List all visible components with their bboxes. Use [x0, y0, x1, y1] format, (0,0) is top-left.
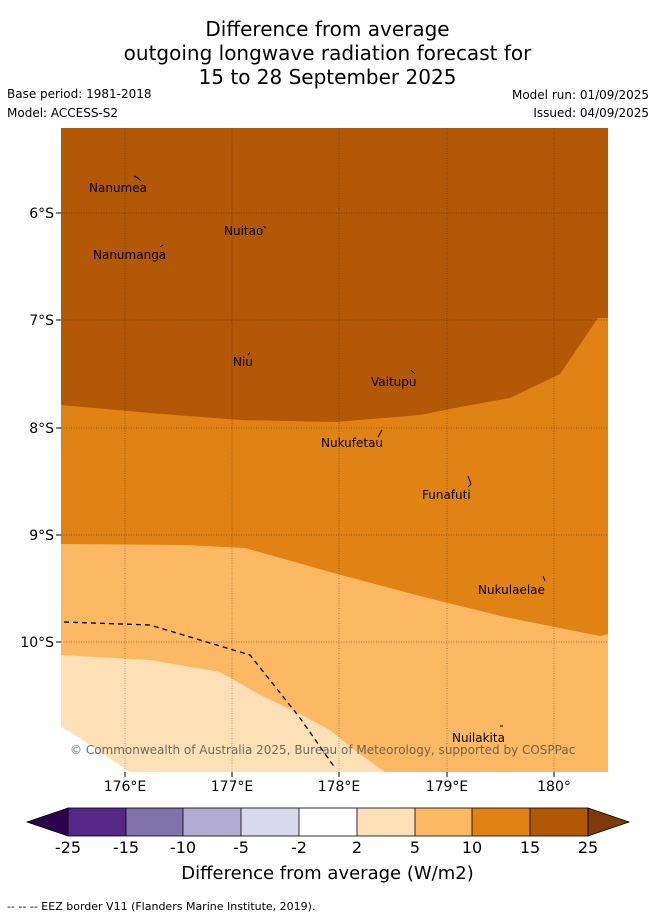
colorbar-extend-low [25, 807, 69, 837]
place-nuilakita: Nuilakita [452, 731, 505, 745]
issued-date: Issued: 04/09/2025 [533, 106, 649, 120]
place-nukulaelae: Nukulaelae [478, 583, 545, 597]
colorbar-dividers [125, 808, 531, 836]
place-nukufetau: Nukufetau [321, 436, 383, 450]
islands [133, 175, 546, 727]
x-axis [124, 772, 555, 777]
chart-title: Difference from average outgoing longwav… [0, 17, 655, 89]
x-tick-label: 176°E [104, 779, 147, 795]
x-tick-label: 179°E [426, 779, 469, 795]
colorbar-segment [183, 808, 241, 836]
colorbar-segment [530, 808, 588, 836]
colorbar-segment [357, 808, 415, 836]
title-line-1: Difference from average [205, 17, 450, 41]
title-line-2: outgoing longwave radiation forecast for [123, 41, 532, 65]
place-funafuti: Funafuti [422, 488, 471, 502]
place-niu: Niu [233, 355, 253, 369]
model-run: Model run: 01/09/2025 [511, 88, 649, 102]
colorbar-tick-label: 15 [520, 838, 540, 857]
x-tick-label: 178°E [318, 779, 361, 795]
colorbar-tick-label: 5 [410, 838, 420, 857]
colorbar-title: Difference from average (W/m2) [181, 863, 474, 884]
anomaly-zone-2-5 [61, 655, 385, 772]
colorbar-tick-label: -25 [55, 838, 81, 857]
y-tick-label: 10°S [20, 635, 54, 651]
colorbar-segment [126, 808, 183, 836]
y-axis [56, 212, 61, 643]
colorbar-outline [67, 807, 589, 837]
y-tick-label: 9°S [29, 528, 54, 544]
colorbar-tick-label: 2 [352, 838, 362, 857]
title-line-3: 15 to 28 September 2025 [198, 65, 457, 89]
eez-legend: -- -- -- EEZ border V11 (Flanders Marine… [7, 900, 316, 913]
colorbar-extend-high [587, 807, 631, 837]
colorbar: -25 -15 -10 -5 -2 2 5 10 15 25 [25, 807, 631, 857]
island-labels: Nanumea Nuitao Nanumanga Niu Vaitupu Nuk… [89, 181, 545, 745]
y-tick-label: 8°S [29, 421, 54, 437]
colorbar-segment [68, 808, 126, 836]
colorbar-tick-label: -10 [170, 838, 196, 857]
x-tick-label: 180° [537, 779, 571, 795]
colorbar-tick-label: -2 [291, 838, 307, 857]
place-vaitupu: Vaitupu [371, 375, 417, 389]
colorbar-segment [299, 808, 357, 836]
graticule [61, 128, 608, 772]
colorbar-tick-label: 25 [578, 838, 598, 857]
base-period: Base period: 1981-2018 [7, 87, 152, 101]
colorbar-segment [415, 808, 472, 836]
map-area: Nanumea Nuitao Nanumanga Niu Vaitupu Nuk… [61, 128, 608, 772]
colorbar-segment [472, 808, 530, 836]
place-nanumanga: Nanumanga [93, 248, 166, 262]
y-tick-label: 6°S [29, 206, 54, 222]
anomaly-zone-below-2 [61, 727, 130, 772]
model-name: Model: ACCESS-S2 [7, 106, 119, 120]
x-tick-labels: 176°E 177°E 178°E 179°E 180° [104, 779, 571, 795]
eez-border [63, 621, 336, 769]
copyright-notice: © Commonwealth of Australia 2025, Bureau… [70, 743, 575, 757]
x-tick-label: 177°E [211, 779, 254, 795]
colorbar-tick-label: -5 [233, 838, 249, 857]
y-tick-label: 7°S [29, 313, 54, 329]
place-nanumea: Nanumea [89, 181, 147, 195]
y-tick-labels: 6°S 7°S 8°S 9°S 10°S [20, 206, 54, 651]
colorbar-tick-label: 10 [462, 838, 482, 857]
colorbar-tick-labels: -25 -15 -10 -5 -2 2 5 10 15 25 [55, 838, 598, 857]
place-nuitao: Nuitao [224, 224, 263, 238]
colorbar-segment [241, 808, 299, 836]
colorbar-tick-label: -15 [113, 838, 139, 857]
